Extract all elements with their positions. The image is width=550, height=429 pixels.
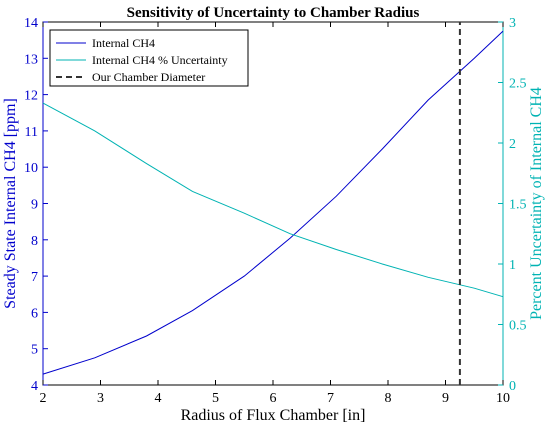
left-y-tick-label: 11 <box>25 125 38 140</box>
x-tick-label: 7 <box>327 391 334 406</box>
left-y-tick-label: 12 <box>24 89 38 104</box>
x-tick-label: 8 <box>385 391 392 406</box>
x-tick-label: 6 <box>270 391 277 406</box>
x-tick-label: 5 <box>212 391 219 406</box>
left-y-tick-label: 14 <box>24 16 38 31</box>
x-tick-label: 2 <box>40 391 47 406</box>
left-y-tick-label: 5 <box>31 343 38 358</box>
right-y-tick-label: 0 <box>509 379 516 394</box>
series-line-1 <box>42 30 504 375</box>
legend-entry-3: Our Chamber Diameter <box>92 70 205 84</box>
x-tick-label: 4 <box>155 391 162 406</box>
x-axis-label: Radius of Flux Chamber [in] <box>181 407 366 424</box>
series-line-2 <box>42 102 504 298</box>
legend-entry-2: Internal CH4 % Uncertainty <box>92 53 228 67</box>
x-tick-label: 10 <box>496 391 510 406</box>
left-y-axis-label: Steady State Internal CH4 [ppm] <box>2 98 19 309</box>
right-y-axis-label: Percent Uncertainty of Internal CH4 <box>528 87 545 320</box>
series-layer <box>42 22 504 385</box>
right-y-axis-ticks: 0 0.5 1 1.5 2 2.5 3 <box>498 16 527 394</box>
chart-title: Sensitivity of Uncertainty to Chamber Ra… <box>127 5 420 21</box>
left-y-tick-label: 10 <box>24 161 38 176</box>
x-tick-label: 9 <box>442 391 449 406</box>
legend-box <box>49 29 249 87</box>
right-y-tick-label: 2 <box>509 137 516 152</box>
left-y-axis-ticks: 4 5 6 7 8 9 10 11 12 13 14 <box>24 16 48 394</box>
right-y-tick-label: 2.5 <box>509 77 527 92</box>
x-tick-label: 3 <box>97 391 104 406</box>
right-y-tick-label: 1.5 <box>509 198 527 213</box>
left-y-tick-label: 6 <box>31 306 38 321</box>
left-y-tick-label: 9 <box>31 198 38 213</box>
left-y-tick-label: 13 <box>24 52 38 67</box>
legend-entry-1: Internal CH4 <box>92 36 155 50</box>
legend: Internal CH4 Internal CH4 % Uncertainty Ou… <box>49 29 249 87</box>
left-y-tick-label: 4 <box>31 379 38 394</box>
x-axis-ticks: 2 3 4 5 6 7 8 9 10 <box>40 22 510 406</box>
right-y-tick-label: 1 <box>509 258 516 273</box>
left-y-tick-label: 8 <box>31 234 38 249</box>
right-y-tick-label: 0.5 <box>509 319 527 334</box>
left-y-tick-label: 7 <box>31 270 38 285</box>
right-y-tick-label: 3 <box>509 16 516 31</box>
